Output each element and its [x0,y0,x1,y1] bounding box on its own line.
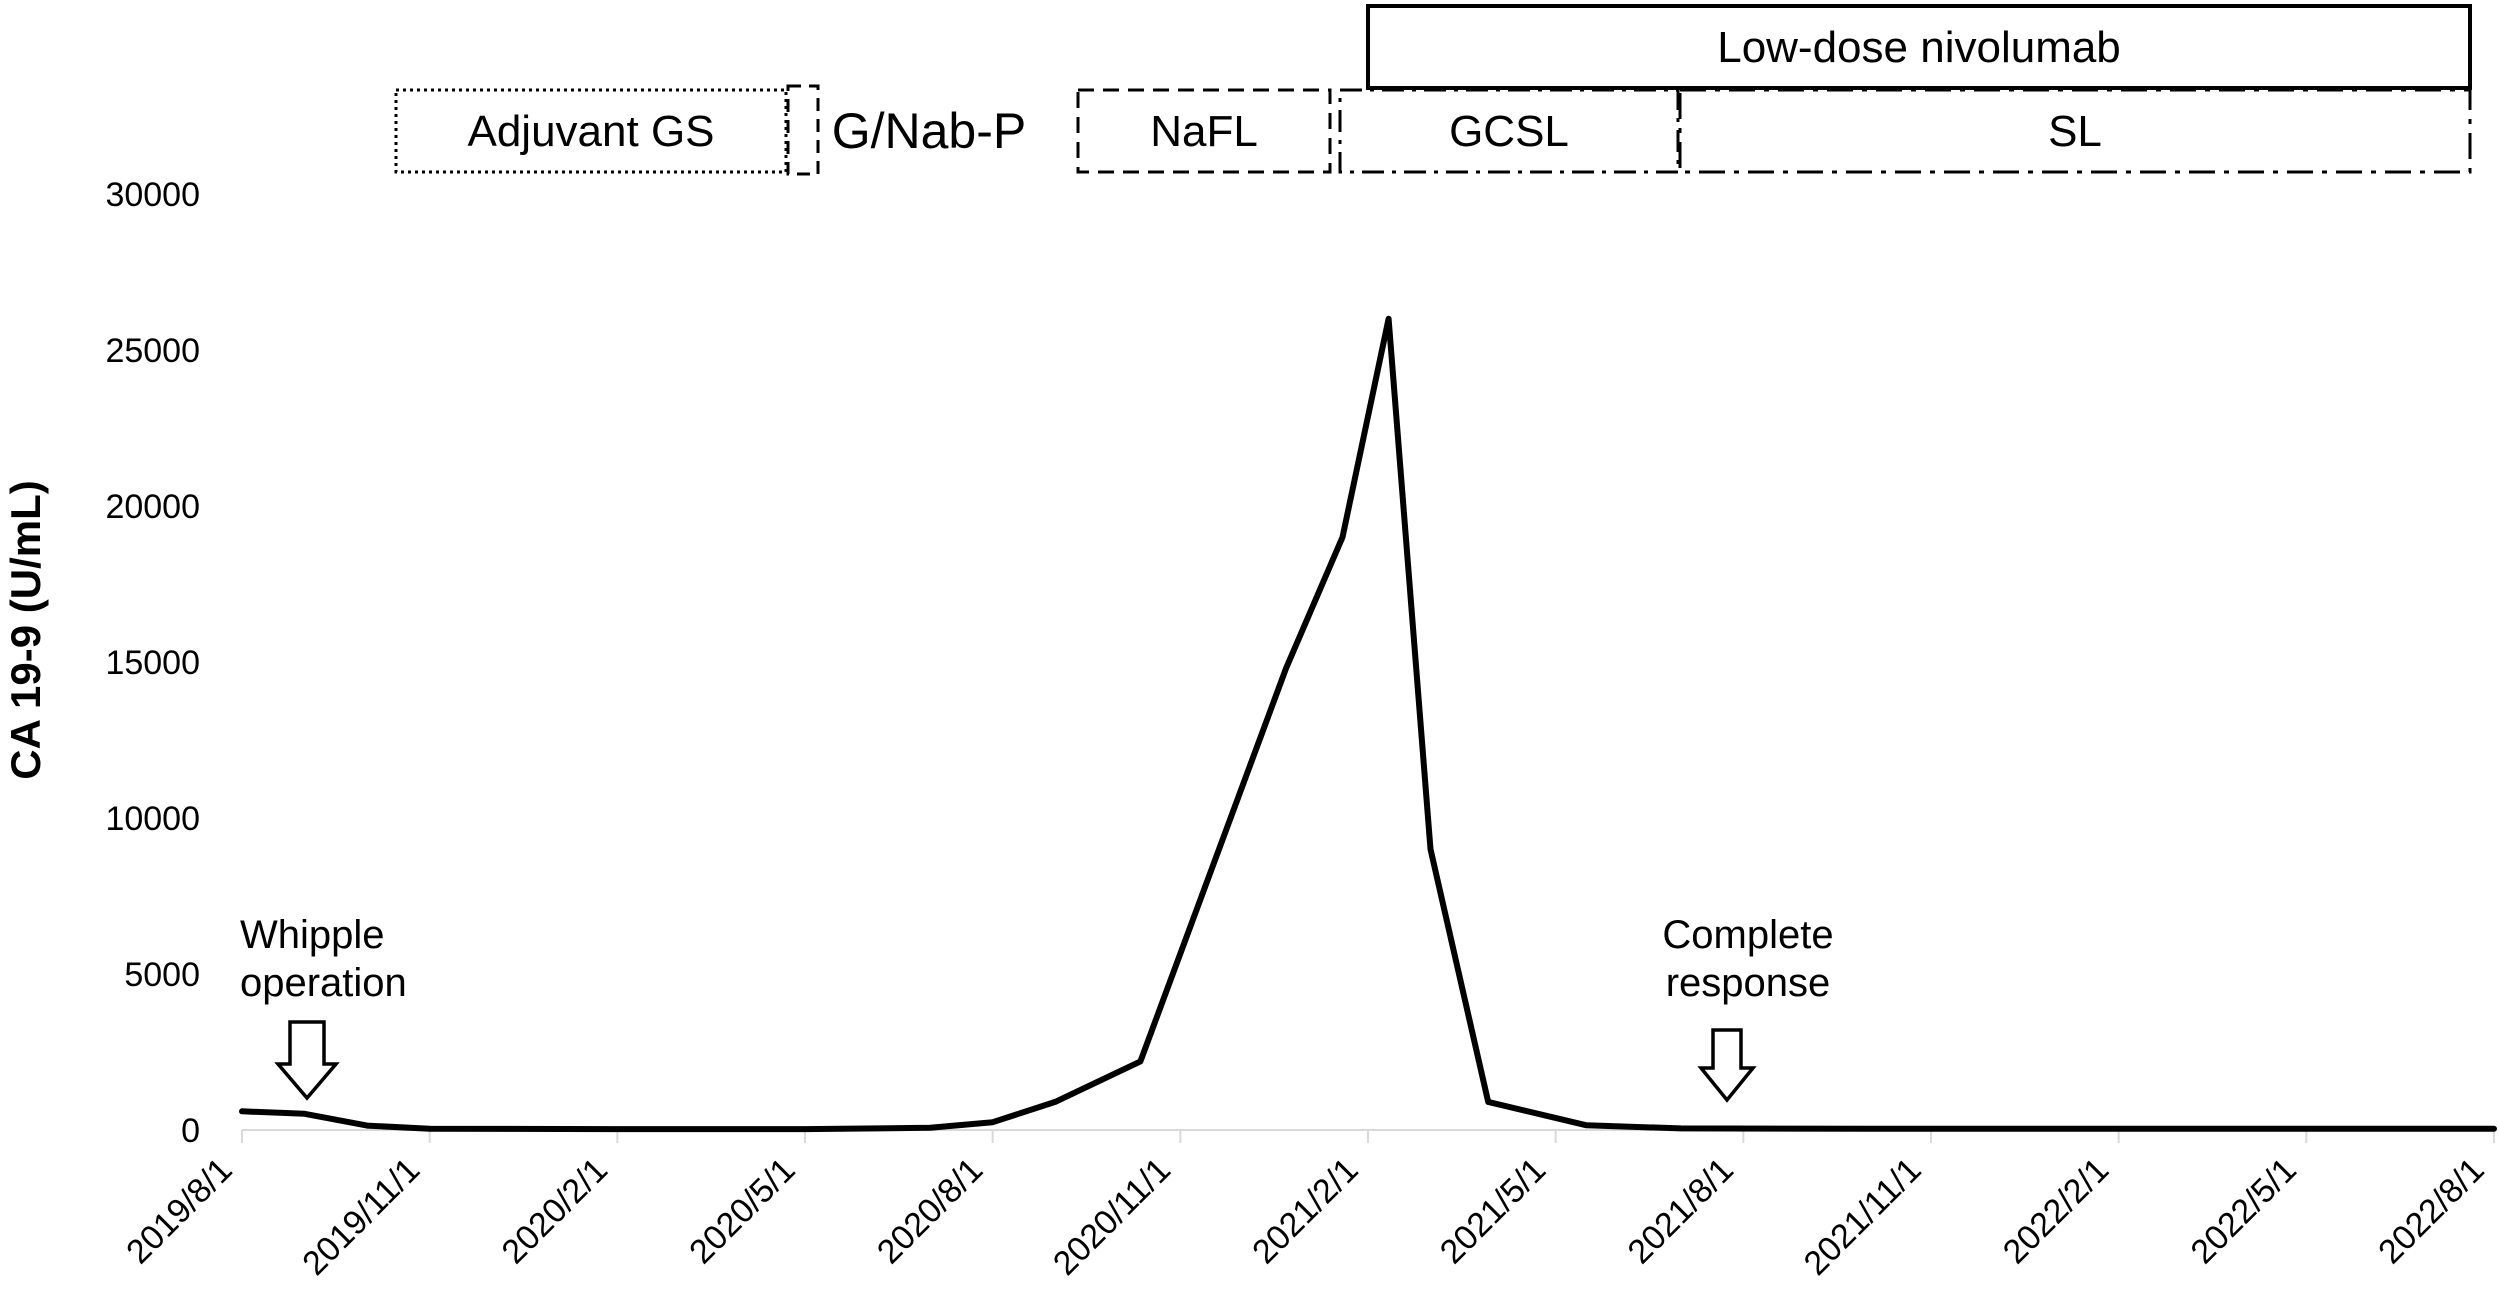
x-axis-tick-label: 2021/11/1 [1797,1151,1929,1283]
whipple-text-line2: operation [240,961,407,1005]
box-nafl [1076,88,1332,174]
x-axis-tick-label: 2021/5/1 [1433,1151,1553,1271]
y-axis-tick-label: 15000 [105,644,200,682]
y-axis-tick-label: 25000 [105,332,200,370]
box-nafl-label: NaFL [1150,107,1258,156]
box-gcsl-label: GCSL [1449,107,1569,156]
x-axis-tick-label: 2022/2/1 [1996,1151,2116,1271]
x-axis-tick-label: 2021/8/1 [1621,1151,1741,1271]
ca19-9-line [239,315,2497,1133]
box-empty-dashed [786,84,820,176]
x-axis-tick-label: 2020/11/1 [1046,1151,1178,1283]
annotation-whipple: Whipple operation [240,913,407,1101]
box-adjuvant-gs [394,88,788,174]
complete-response-text-line2: response [1666,961,1831,1005]
y-axis-tick-label: 5000 [124,956,200,994]
y-axis-tick-label: 30000 [105,176,200,214]
plot-area: 2019/8/1 2019/11/1 2020/2/1 2020/5/1 2020/8/… [105,176,2497,1283]
y-axis-title: CA 19-9 (U/mL) [2,480,49,779]
whipple-text-line1: Whipple [240,913,385,957]
annotation-complete-response: Complete response [1662,913,1834,1103]
box-sl-label: SL [2048,107,2102,156]
g-nab-p-label: G/Nab-P [832,103,1027,159]
y-axis-tick-label: 0 [181,1112,200,1150]
y-axis-tick-label: 10000 [105,800,200,838]
x-axis-tick-label: 2022/5/1 [2184,1151,2304,1271]
x-axis-tick-label: 2020/2/1 [495,1151,615,1271]
x-axis-tick-label: 2020/8/1 [870,1151,990,1271]
box-adjuvant-gs-label: Adjuvant GS [467,107,714,156]
x-axis-tick-label: 2019/8/1 [119,1151,239,1271]
box-low-dose-nivolumab [1366,4,2472,90]
x-axis-tick-label: 2019/11/1 [295,1151,427,1283]
down-arrow-icon [1697,1028,1757,1103]
treatment-boxes: Adjuvant GS G/Nab-P NaFL GCSL SL Low-dos… [394,4,2472,176]
x-axis-tick-label: 2022/8/1 [2371,1151,2491,1271]
box-low-dose-nivolumab-label: Low-dose nivolumab [1717,23,2121,72]
down-arrow-icon [274,1020,340,1101]
x-axis-tick-label: 2021/2/1 [1245,1151,1365,1271]
y-axis-tick-label: 20000 [105,488,200,526]
x-axis-tick-label: 2020/5/1 [682,1151,802,1271]
complete-response-text-line1: Complete [1662,913,1833,957]
